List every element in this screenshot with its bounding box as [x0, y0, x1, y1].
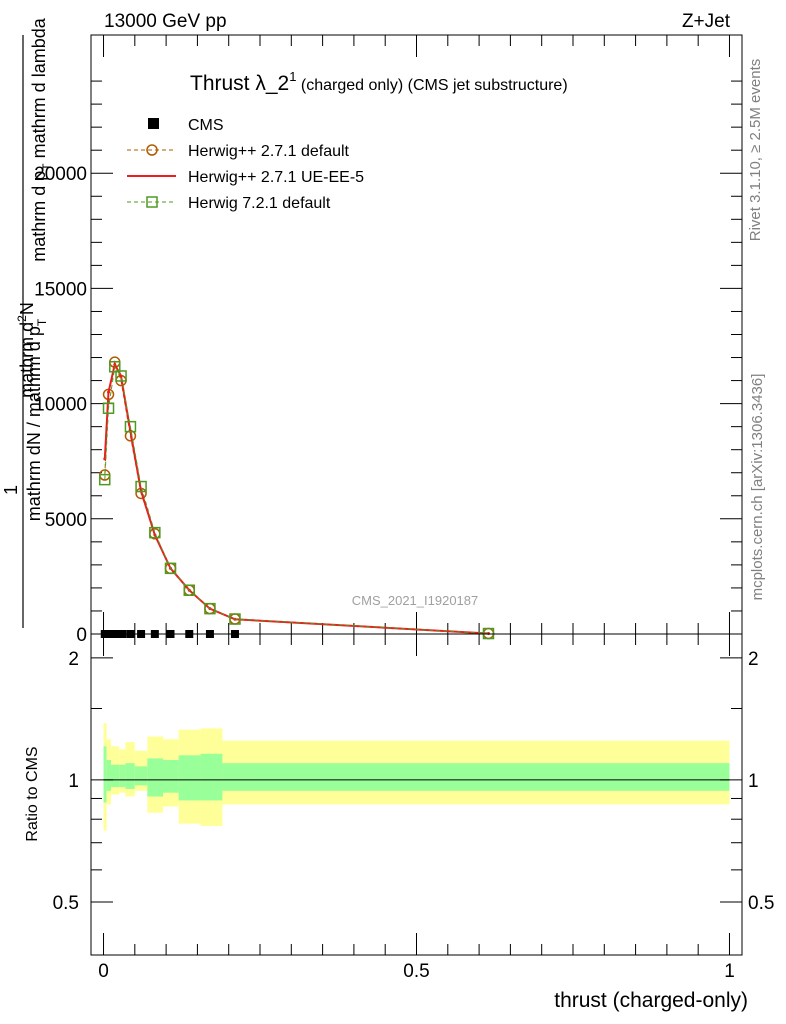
herwig7-default-point — [109, 361, 121, 373]
legend-herwig7-default-label: Herwig 7.2.1 default — [188, 195, 331, 212]
analysis-watermark: CMS_2021_I1920187 — [352, 593, 479, 608]
ratio-y-tick-label-right: 0.5 — [748, 893, 774, 914]
x-tick-labels: 0 0.5 1 — [98, 961, 735, 982]
svg-text:mathrm d2N: mathrm d2N — [15, 302, 37, 398]
mcplots-label: mcplots.cern.ch [arXiv:1306.3436] — [749, 374, 766, 601]
ratio-band-inner — [178, 755, 201, 801]
herwig7-default-point — [124, 420, 137, 433]
main-ticks — [91, 35, 742, 635]
y-tick-label: 20000 — [34, 164, 87, 185]
herwig7-default-point — [149, 526, 161, 539]
legend-cms-marker — [148, 118, 159, 129]
series-layer — [99, 356, 495, 640]
ylabel-numerator-n: N — [17, 302, 37, 315]
ylabel-denominator-dlambda: mathrm d lambda — [29, 17, 49, 158]
ratio-y-tick-label-left: 1 — [68, 771, 79, 792]
ratio-y-tick-label-left: 2 — [68, 649, 79, 670]
ylabel-numerator-order: 2 — [15, 315, 29, 322]
ratio-frame — [90, 633, 743, 956]
herwigpp-ueee5-point — [153, 533, 157, 537]
y-tick-label: 5000 — [45, 510, 87, 531]
ratio-band-inner — [106, 759, 112, 791]
ratio-y-tick-labels: 0.5 0.5 1 1 2 2 — [53, 649, 775, 914]
ylabel-prefactor-pt-sub: T — [35, 318, 49, 326]
ratio-band-inner — [162, 759, 179, 793]
ratio-band-inner — [119, 764, 126, 788]
ratio-bands — [103, 723, 730, 831]
x-tick-label: 1 — [724, 961, 735, 982]
ratio-ticks — [91, 634, 742, 955]
ratio-y-tick-label-right: 1 — [748, 771, 759, 792]
ratio-y-axis-label: Ratio to CMS — [24, 746, 41, 841]
ratio-band-inner — [103, 746, 107, 803]
herwig7-default-point — [99, 473, 111, 486]
herwigpp-ueee5-point — [113, 362, 117, 366]
legend-herwigpp-default-label: Herwig++ 2.7.1 default — [188, 143, 350, 160]
svg-text:mathrm d pT mathrm d lambda: mathrm d pT mathrm d lambda — [29, 17, 54, 261]
ratio-band-inner — [111, 764, 120, 788]
title-main: Thrust λ_2 — [190, 72, 289, 95]
herwig7-default-point — [115, 370, 127, 382]
ylabel-prefactor-n: N — [24, 432, 44, 445]
ylabel-numerator-d: mathrm d — [17, 322, 37, 398]
ylabel-prefactor-dpt: mathrm d p — [24, 326, 44, 417]
main-y-tick-labels: 0 5000 10000 15000 20000 — [34, 164, 87, 646]
ratio-band-inner — [125, 763, 135, 789]
legend-herwigpp-default-marker — [146, 144, 158, 156]
herwig7-default-point — [102, 402, 115, 414]
ylabel-denominator-pt-sub: T — [40, 163, 54, 171]
legend-herwig7-default-marker — [146, 196, 158, 208]
svg-text:mathrm dN / mathrm d pT: mathrm dN / mathrm d pT — [24, 318, 49, 521]
ratio-band-inner — [222, 763, 248, 791]
main-y-axis-label: mathrm d2N mathrm d pT mathrm d lambda 1… — [1, 17, 54, 628]
ratio-y-tick-label-left: 0.5 — [53, 893, 79, 914]
herwig7-default-point — [164, 562, 177, 575]
ratio-band-inner — [200, 753, 223, 801]
herwig7-default-point — [204, 602, 216, 615]
y-tick-label: 10000 — [34, 395, 87, 416]
ratio-band-inner — [247, 763, 730, 791]
ratio-y-tick-label-right: 2 — [748, 649, 759, 670]
series-line-2 — [103, 361, 489, 635]
title-subtitle: (charged only) (CMS jet substructure) — [296, 77, 567, 94]
legend-herwigpp-ueee5-label: Herwig++ 2.7.1 UE-EE-5 — [188, 169, 364, 186]
series-line-3 — [104, 365, 489, 634]
herwig7-default-point — [135, 480, 147, 493]
rivet-version-label: Rivet 3.1.10, ≥ 2.5M events — [747, 59, 764, 242]
main-panel: 0 5000 10000 15000 20000 CMS_2021_I1920187 — [34, 34, 743, 646]
x-axis-label: thrust (charged-only) — [554, 989, 748, 1012]
x-tick-label: 0 — [98, 961, 109, 982]
ratio-panel: 0.5 0.51 12 2 0 0.5 1 — [53, 633, 775, 982]
y-tick-label: 15000 — [34, 279, 87, 300]
ylabel-denominator-dpt: mathrm d p — [29, 171, 49, 262]
herwig7-default-point — [183, 584, 196, 596]
title-superscript: 1 — [289, 69, 296, 84]
ratio-band-inner — [147, 758, 163, 797]
energy-label: 13000 GeV pp — [104, 11, 227, 32]
ylabel-prefactor-d: mathrm d — [24, 445, 44, 521]
herwig7-default-point — [229, 613, 241, 625]
ylabel-prefactor-one: 1 — [1, 485, 21, 495]
process-label: Z+Jet — [682, 11, 731, 32]
y-tick-label: 0 — [76, 625, 87, 646]
x-tick-label: 0.5 — [403, 961, 429, 982]
herwigpp-ueee5-point — [119, 374, 123, 378]
legend-cms-label: CMS — [188, 117, 224, 134]
plot-title: Thrust λ_21 (charged only) (CMS jet subs… — [190, 69, 568, 95]
legend: CMS Herwig++ 2.7.1 default Herwig++ 2.7.… — [127, 117, 364, 212]
herwigpp-ueee5-point — [107, 390, 111, 394]
svg-text:Thrust λ_21 (charged only) (CM: Thrust λ_21 (charged only) (CMS jet subs… — [190, 69, 568, 95]
ratio-band-inner — [134, 766, 148, 786]
